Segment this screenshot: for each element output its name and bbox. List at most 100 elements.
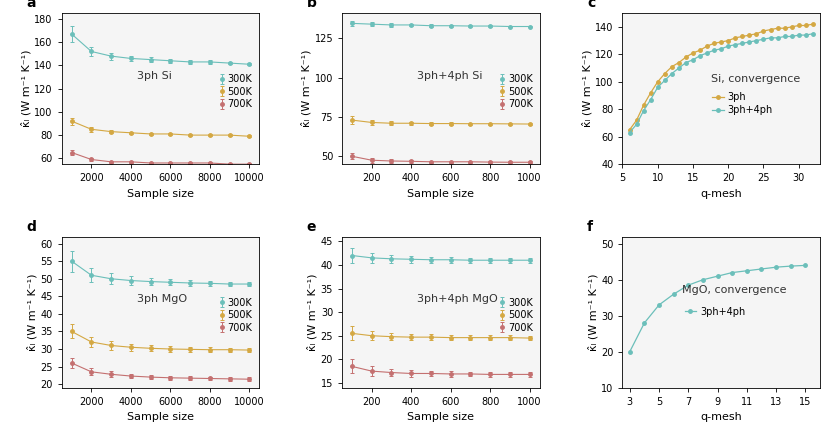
3ph+4ph [751, 38, 761, 43]
X-axis label: q-mesh: q-mesh [700, 189, 742, 199]
3ph [801, 23, 811, 28]
3ph [625, 127, 634, 132]
3ph+4ph [639, 320, 649, 325]
3ph [695, 48, 705, 53]
Y-axis label: κ̂ₗ (W m⁻¹ K⁻¹): κ̂ₗ (W m⁻¹ K⁻¹) [582, 50, 592, 127]
3ph+4ph [771, 265, 781, 270]
3ph+4ph [695, 53, 705, 58]
3ph+4ph [646, 97, 656, 102]
3ph+4ph [683, 283, 693, 288]
3ph [765, 27, 775, 32]
3ph [730, 35, 740, 40]
3ph [639, 102, 648, 108]
3ph+4ph [780, 34, 789, 39]
3ph [702, 43, 712, 49]
Legend: 3ph, 3ph+4ph: 3ph, 3ph+4ph [710, 91, 775, 117]
3ph+4ph [653, 85, 662, 90]
Y-axis label: κ̂ₗ (W m⁻¹ K⁻¹): κ̂ₗ (W m⁻¹ K⁻¹) [27, 273, 38, 351]
3ph+4ph [716, 46, 726, 51]
Legend: 300K, 500K, 700K: 300K, 500K, 700K [497, 72, 535, 111]
3ph+4ph [737, 41, 747, 46]
3ph+4ph [709, 48, 719, 53]
3ph [744, 32, 754, 38]
3ph+4ph [667, 71, 677, 76]
3ph+4ph [698, 277, 708, 283]
3ph+4ph [756, 266, 766, 272]
X-axis label: Sample size: Sample size [127, 189, 194, 199]
3ph+4ph [759, 37, 769, 42]
3ph+4ph [681, 60, 691, 65]
3ph+4ph [728, 270, 737, 275]
3ph [681, 54, 691, 60]
Text: 3ph+4ph Si: 3ph+4ph Si [417, 71, 483, 81]
Line: 3ph+4ph: 3ph+4ph [628, 32, 815, 134]
X-axis label: Sample size: Sample size [407, 189, 475, 199]
Legend: 300K, 500K, 700K: 300K, 500K, 700K [217, 72, 255, 111]
Text: f: f [587, 219, 593, 233]
3ph+4ph [786, 264, 796, 269]
3ph [716, 39, 726, 45]
3ph [646, 90, 656, 95]
3ph [808, 21, 817, 27]
Text: Si, convergence: Si, convergence [711, 74, 801, 84]
3ph+4ph [773, 35, 783, 40]
3ph+4ph [702, 50, 712, 56]
3ph [653, 79, 662, 85]
3ph [667, 64, 677, 69]
Legend: 300K, 500K, 700K: 300K, 500K, 700K [497, 296, 535, 335]
Text: b: b [307, 0, 316, 10]
3ph+4ph [688, 57, 698, 63]
X-axis label: q-mesh: q-mesh [700, 412, 742, 422]
3ph [688, 50, 698, 56]
3ph+4ph [794, 32, 803, 38]
3ph [674, 60, 684, 65]
Text: c: c [587, 0, 595, 10]
3ph [773, 25, 783, 31]
3ph+4ph [744, 39, 754, 45]
Y-axis label: κ̂ₗ (W m⁻¹ K⁻¹): κ̂ₗ (W m⁻¹ K⁻¹) [21, 50, 31, 127]
3ph+4ph [632, 122, 642, 127]
3ph+4ph [801, 32, 811, 38]
3ph [737, 34, 747, 39]
3ph+4ph [800, 263, 810, 268]
X-axis label: Sample size: Sample size [127, 412, 194, 422]
3ph+4ph [660, 78, 670, 83]
Line: 3ph: 3ph [628, 22, 815, 131]
3ph+4ph [639, 108, 648, 113]
3ph+4ph [787, 34, 797, 39]
3ph+4ph [742, 268, 751, 273]
Text: 3ph+4ph MgO: 3ph+4ph MgO [417, 294, 498, 304]
Text: MgO, convergence: MgO, convergence [681, 285, 786, 295]
Text: 3ph MgO: 3ph MgO [137, 294, 187, 304]
3ph+4ph [654, 302, 664, 307]
3ph [723, 38, 733, 43]
3ph [794, 23, 803, 28]
3ph+4ph [674, 65, 684, 71]
Legend: 3ph+4ph: 3ph+4ph [682, 305, 747, 319]
3ph [780, 25, 789, 31]
3ph [660, 71, 670, 76]
Legend: 300K, 500K, 700K: 300K, 500K, 700K [217, 296, 255, 335]
3ph+4ph [669, 292, 679, 297]
3ph+4ph [723, 43, 733, 49]
3ph [751, 31, 761, 36]
Y-axis label: κ̂ₗ (W m⁻¹ K⁻¹): κ̂ₗ (W m⁻¹ K⁻¹) [307, 273, 318, 351]
3ph+4ph [625, 130, 634, 135]
Text: 3ph Si: 3ph Si [137, 71, 171, 81]
Y-axis label: κ̂ₗ (W m⁻¹ K⁻¹): κ̂ₗ (W m⁻¹ K⁻¹) [588, 273, 598, 351]
Line: 3ph+4ph: 3ph+4ph [628, 264, 807, 353]
3ph [787, 24, 797, 29]
3ph+4ph [713, 274, 723, 279]
3ph+4ph [625, 349, 634, 354]
3ph [759, 28, 769, 34]
Text: a: a [26, 0, 35, 10]
3ph+4ph [730, 42, 740, 47]
3ph [632, 117, 642, 123]
Y-axis label: κ̂ₗ (W m⁻¹ K⁻¹): κ̂ₗ (W m⁻¹ K⁻¹) [302, 50, 311, 127]
3ph+4ph [808, 31, 817, 36]
Text: d: d [26, 219, 36, 233]
3ph [709, 41, 719, 46]
Text: e: e [307, 219, 316, 233]
X-axis label: Sample size: Sample size [407, 412, 475, 422]
3ph+4ph [765, 35, 775, 40]
